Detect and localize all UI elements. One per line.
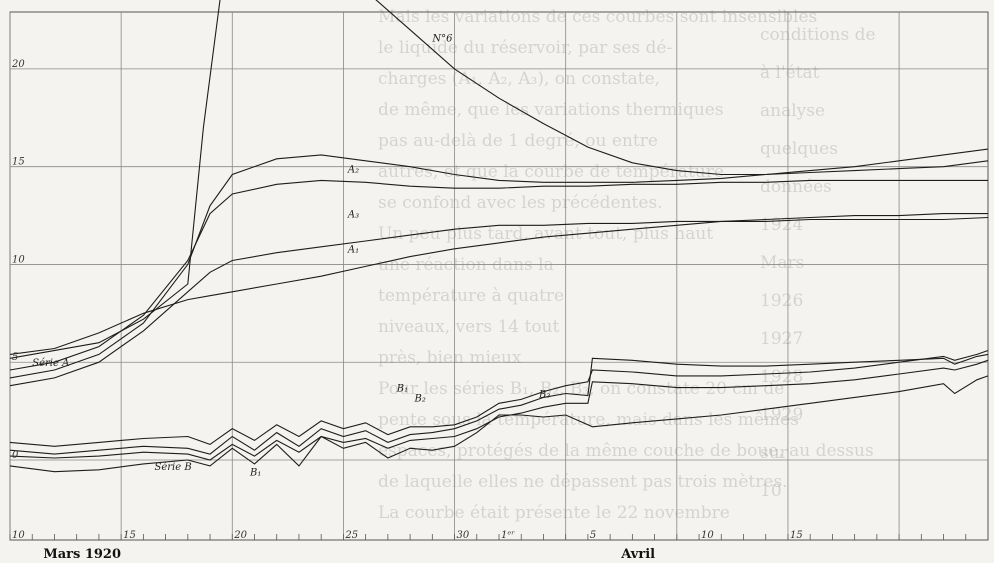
- background-text-line: Mais les variations de ces courbes sont …: [378, 7, 817, 27]
- background-text-line: de laquelle elles ne dépassent pas trois…: [378, 472, 788, 492]
- series-label: A₂: [347, 165, 359, 176]
- background-text-line: à l'état: [760, 63, 820, 83]
- background-text-line: Pour les séries B₁, B₂, B₃, on constate …: [378, 379, 784, 399]
- background-text-line: conditions de: [760, 25, 876, 45]
- x-tick-label: 20: [233, 530, 247, 541]
- labels-layer: N°6 Série A A₂ A₃ A₁ Série B B₁ B₂ B₃ B₁: [32, 34, 550, 479]
- y-tick-label: 15: [12, 157, 25, 168]
- series-line: [9, 0, 989, 359]
- y-tick-label: 0: [12, 450, 19, 461]
- series-label: A₁: [347, 245, 359, 256]
- series-line: [9, 216, 989, 387]
- background-text-line: quelques: [760, 139, 838, 159]
- background-text-line: près, bien mieux: [378, 348, 522, 368]
- background-text-line: de même, que les variations thermiques: [378, 100, 724, 120]
- x-tick-label: 25: [344, 530, 358, 541]
- month-label: Mars 1920: [43, 547, 121, 562]
- series-label: N°6: [431, 34, 453, 45]
- series-layer: [9, 0, 989, 473]
- series-label: Série B: [154, 462, 191, 473]
- background-text-line: 1928: [760, 367, 803, 387]
- series-label: B₁: [396, 384, 408, 395]
- month-label: Avril: [620, 547, 655, 562]
- background-text-line: température à quatre: [378, 286, 564, 306]
- background-text-line: analyse: [760, 101, 825, 121]
- background-text-line: 1929: [760, 405, 803, 425]
- background-text-line: se confond avec les précédentes.: [378, 193, 663, 213]
- series-label: B₂: [414, 393, 426, 404]
- series-line: [9, 349, 989, 447]
- x-tick-label: 15: [123, 530, 136, 541]
- background-text-line: Mars: [760, 253, 804, 273]
- background-text-line: sur: [760, 443, 789, 463]
- series-label: Série A: [32, 358, 69, 369]
- background-text-line: le liquide du réservoir, par ses dé-: [378, 38, 672, 58]
- x-tick-label: 30: [457, 530, 470, 541]
- background-text-line: autres, et que la courbe de température: [378, 162, 724, 182]
- background-text-line: 1926: [760, 291, 803, 311]
- background-text-line: La courbe était présente le 22 novembre: [378, 503, 730, 523]
- y-tick-label: 10: [12, 254, 25, 265]
- series-line: [9, 353, 989, 455]
- y-tick-label: 20: [11, 59, 25, 70]
- x-tick-label: 5: [590, 530, 596, 541]
- background-text-line: 1927: [760, 329, 803, 349]
- series-label: A₃: [347, 210, 359, 221]
- x-tick-label: 15: [790, 530, 803, 541]
- background-text-line: 10: [760, 481, 782, 501]
- background-text-line: charges (A₁, A₂, A₃), on constate,: [378, 69, 660, 89]
- series-line: [9, 213, 988, 355]
- series-label: B₃: [538, 389, 550, 400]
- background-text-line: espaces, protégés de la même couche de b…: [378, 441, 874, 461]
- background-text-line: une réaction dans la: [378, 255, 554, 275]
- axis-ticks: 051015202510152025301ᵉʳ51015Mars 1920Avr…: [11, 59, 803, 562]
- series-line: [9, 148, 989, 379]
- series-line: [9, 359, 989, 461]
- series-line: [9, 179, 988, 371]
- x-tick-label: 10: [701, 530, 714, 541]
- background-text-line: pas au-delà de 1 degré, ou entre: [378, 131, 658, 151]
- x-tick-label: 10: [12, 530, 25, 541]
- y-tick-label: 5: [12, 352, 18, 363]
- series-line: [9, 375, 989, 473]
- background-text-layer: Mais les variations de ces courbes sont …: [378, 7, 876, 523]
- background-text-line: niveaux, vers 14 tout: [378, 317, 559, 337]
- grid: [9, 11, 989, 541]
- series-label: B₁: [249, 468, 261, 479]
- x-tick-label: 1ᵉʳ: [501, 530, 515, 541]
